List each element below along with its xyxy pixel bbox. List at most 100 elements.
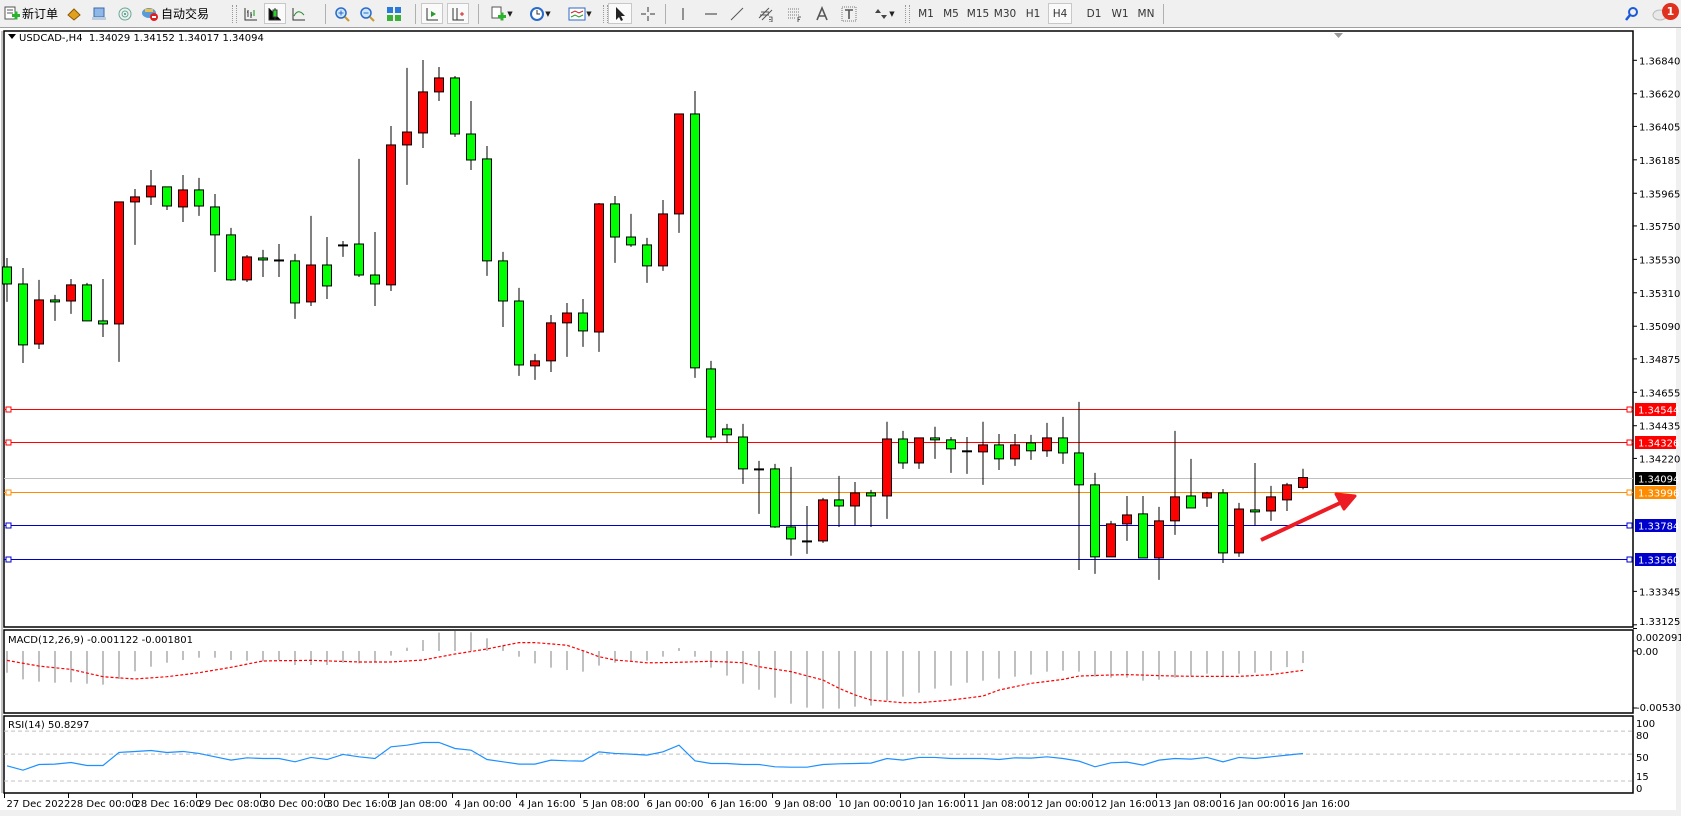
candle xyxy=(514,287,524,376)
candles xyxy=(2,59,1308,580)
macd-histogram-bar xyxy=(566,651,568,671)
trend-arrow[interactable] xyxy=(1260,492,1357,542)
equidistant-channel-button[interactable] xyxy=(756,3,776,24)
candle-body xyxy=(882,438,892,497)
candle-body xyxy=(1138,513,1148,559)
trendline-button[interactable] xyxy=(727,3,747,24)
timeframe-h4[interactable]: H4 xyxy=(1048,3,1072,24)
candle xyxy=(130,189,140,245)
horizontal-line-button[interactable] xyxy=(701,3,721,24)
candle xyxy=(82,282,92,322)
auto-scroll-button[interactable] xyxy=(421,3,443,24)
rsi-label: RSI(14) 50.8297 xyxy=(8,720,89,731)
bar-chart-button[interactable] xyxy=(241,3,261,24)
timeframe-w1[interactable]: W1 xyxy=(1111,7,1129,20)
candle-body xyxy=(194,189,204,207)
candle xyxy=(322,237,332,300)
line-chart-button[interactable] xyxy=(289,3,309,24)
navigator-button[interactable] xyxy=(89,3,109,24)
zoom-out-button[interactable] xyxy=(357,3,377,24)
toolbar-grip[interactable] xyxy=(905,5,910,23)
candle xyxy=(1202,491,1212,507)
candle xyxy=(1282,482,1292,511)
candle xyxy=(98,278,108,338)
candle-body xyxy=(866,492,876,497)
candle xyxy=(242,254,252,282)
timeframe-h1[interactable]: H1 xyxy=(1025,7,1041,20)
collapse-triangle-icon[interactable] xyxy=(8,34,16,39)
price-tick-label: 1.33345 xyxy=(1639,587,1680,598)
new-chart-icon xyxy=(491,6,507,20)
timeframe-mn[interactable]: MN xyxy=(1137,7,1155,20)
candle xyxy=(594,202,604,352)
candle xyxy=(402,67,412,185)
price-tick-label: 1.34655 xyxy=(1639,388,1680,399)
periods-button[interactable]: ▼ xyxy=(522,3,558,24)
metaeditor-button[interactable] xyxy=(64,3,84,24)
candle-body xyxy=(34,299,44,345)
candle-body xyxy=(210,206,220,236)
candle-body xyxy=(738,436,748,470)
candle xyxy=(114,201,124,362)
macd-histogram-bar xyxy=(550,651,552,668)
text-label-icon xyxy=(841,6,857,21)
macd-histogram-bar xyxy=(886,651,888,701)
timeframe-m1[interactable]: M1 xyxy=(918,7,934,20)
toolbar-grip[interactable] xyxy=(603,5,608,23)
toolbar-grip[interactable] xyxy=(232,5,237,23)
price-tick-label: 1.36405 xyxy=(1639,122,1680,133)
text-label-button[interactable] xyxy=(839,3,859,24)
candle-body xyxy=(146,185,156,198)
macd-histogram-bar xyxy=(230,651,232,661)
timeframe-m15[interactable]: M15 xyxy=(966,7,990,20)
cursor-button[interactable] xyxy=(608,3,632,24)
macd-histogram-bar xyxy=(758,651,760,690)
autotrading-button[interactable]: 自动交易 xyxy=(140,3,210,24)
zoom-in-button[interactable] xyxy=(332,3,352,24)
text-button[interactable] xyxy=(812,3,832,24)
new-chart-button[interactable]: ▼ xyxy=(484,3,520,24)
rsi-indicator xyxy=(4,730,1633,782)
macd-histogram-bar xyxy=(454,631,456,651)
metaeditor-icon xyxy=(67,7,81,21)
arrows-button[interactable]: ▼ xyxy=(866,3,902,24)
timeframe-m30[interactable]: M30 xyxy=(993,7,1017,20)
macd-histogram-bar xyxy=(1302,651,1304,664)
templates-button[interactable]: ▼ xyxy=(562,3,598,24)
chart-shift-button[interactable] xyxy=(447,3,469,24)
macd-histogram-bar xyxy=(1078,651,1080,672)
candle-body xyxy=(514,300,524,366)
candle xyxy=(642,237,652,283)
price-tick-label: 1.34875 xyxy=(1639,355,1680,366)
candle-body xyxy=(370,274,380,285)
tile-windows-button[interactable] xyxy=(384,3,404,24)
time-label: 11 Jan 08:00 xyxy=(967,799,1030,810)
macd-histogram-bar xyxy=(598,651,600,666)
price-tick-label: 1.35530 xyxy=(1639,255,1680,266)
candle-body xyxy=(1074,452,1084,486)
chevron-down-icon: ▼ xyxy=(586,9,592,18)
vertical-line-button[interactable] xyxy=(673,3,693,24)
timeframe-m5[interactable]: M5 xyxy=(943,7,959,20)
crosshair-button[interactable] xyxy=(637,3,659,24)
signals-button[interactable] xyxy=(115,3,135,24)
candlestick-button[interactable] xyxy=(264,3,286,24)
time-label: 28 Dec 16:00 xyxy=(135,799,202,810)
candle-body xyxy=(946,439,956,450)
macd-histogram-bar xyxy=(950,651,952,686)
candle-body xyxy=(322,264,332,287)
new-order-button[interactable]: 新订单 xyxy=(2,3,60,24)
macd-histogram-bar xyxy=(262,651,264,662)
macd-histogram-bar xyxy=(342,651,344,663)
search-button[interactable] xyxy=(1622,3,1642,24)
candle xyxy=(530,353,540,380)
price-line-label-bg xyxy=(1635,553,1676,566)
macd-histogram-bar xyxy=(1286,651,1288,668)
fibonacci-button[interactable] xyxy=(785,3,805,24)
macd-histogram-bar xyxy=(1142,651,1144,681)
candle-body xyxy=(914,437,924,464)
chart-shift-marker-icon[interactable] xyxy=(1334,33,1343,38)
candle xyxy=(50,294,60,321)
timeframe-d1[interactable]: D1 xyxy=(1086,7,1102,20)
